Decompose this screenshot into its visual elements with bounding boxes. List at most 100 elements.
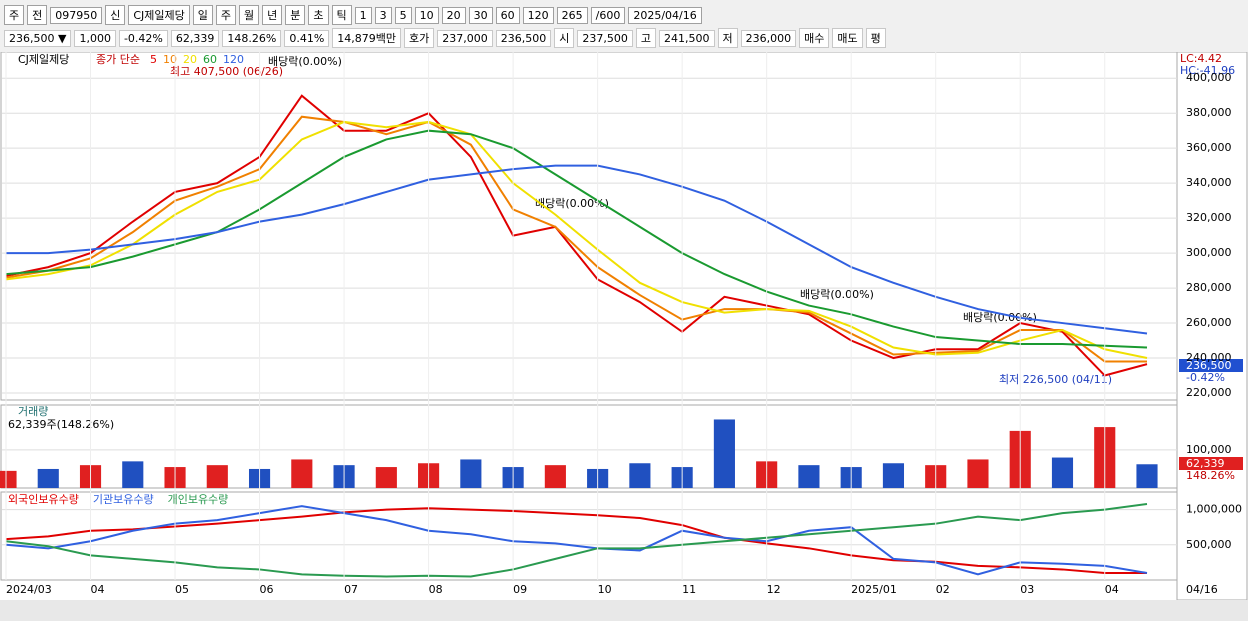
toolbar: 주 전 097950 신 CJ제일제당 일 주 월 년 분 초 틱 1 3 5 10 20 30 60 120 265/… bbox=[4, 5, 1244, 25]
x-tick-label: 2024/03 bbox=[6, 583, 52, 596]
x-tick-label: 2025/01 bbox=[851, 583, 897, 596]
volume-bar bbox=[544, 465, 566, 488]
volume-bar bbox=[37, 468, 59, 488]
toolbar-item[interactable]: 10 bbox=[414, 6, 439, 24]
toolbar-item[interactable]: 236,500 ▼ bbox=[4, 29, 72, 47]
toolbar-item[interactable]: 시 bbox=[554, 28, 575, 48]
toolbar-item[interactable]: CJ제일제당 bbox=[128, 5, 190, 25]
quote-bar: 236,500 ▼ 1,000 -0.42% 62,339 148.26% 0.41% 14… bbox=[4, 28, 1244, 48]
x-tick-label: 02 bbox=[936, 583, 950, 596]
volume-change: 148.26% bbox=[1186, 469, 1235, 482]
div-label: 배당락(0.00%) bbox=[268, 55, 342, 68]
toolbar-item[interactable]: 237,000 bbox=[437, 29, 493, 47]
toolbar-item[interactable]: 저 bbox=[717, 28, 738, 48]
legend-entry: 120 bbox=[223, 53, 244, 66]
volume-bar bbox=[798, 465, 820, 488]
low-label: 최저 226,500 (04/11) bbox=[999, 373, 1112, 386]
series-line bbox=[5, 505, 1148, 576]
legend-entry: 5 bbox=[150, 53, 157, 66]
lc-label: LC:4.42 bbox=[1180, 52, 1222, 65]
series-line bbox=[5, 120, 1148, 360]
x-end-label: 04/16 bbox=[1186, 583, 1218, 596]
toolbar-item[interactable]: 1 bbox=[354, 6, 372, 24]
toolbar-item[interactable]: 년 bbox=[262, 5, 283, 25]
legend-entry: 기관보유수량 bbox=[93, 493, 154, 506]
x-tick-label: 12 bbox=[767, 583, 781, 596]
volume-title: 거래량 bbox=[18, 405, 48, 418]
y-tick-label: 360,000 bbox=[1186, 141, 1232, 154]
x-tick-label: 08 bbox=[429, 583, 443, 596]
toolbar-item[interactable]: 초 bbox=[308, 5, 329, 25]
volume-bar bbox=[375, 467, 397, 488]
toolbar-item[interactable]: 3 bbox=[374, 6, 392, 24]
series-line bbox=[6, 164, 1148, 335]
toolbar-item[interactable]: 236,500 bbox=[495, 29, 552, 47]
toolbar-item[interactable]: 분 bbox=[285, 5, 306, 25]
toolbar-item[interactable]: 틱 bbox=[331, 5, 352, 25]
toolbar-item[interactable]: 120 bbox=[522, 6, 554, 24]
toolbar-item[interactable]: 60 bbox=[495, 6, 520, 24]
toolbar-item[interactable]: 신 bbox=[105, 5, 126, 25]
y-tick-label: 1,000,000 bbox=[1186, 503, 1242, 516]
toolbar-item[interactable]: 241,500 bbox=[659, 29, 715, 47]
toolbar-item[interactable]: 매도 bbox=[832, 28, 863, 48]
series-line bbox=[5, 507, 1147, 574]
toolbar-item[interactable]: 평 bbox=[865, 28, 886, 48]
series-line bbox=[5, 94, 1148, 377]
toolbar-item[interactable]: 148.26% bbox=[222, 29, 282, 47]
toolbar-item[interactable]: 265 bbox=[556, 6, 588, 24]
toolbar-item[interactable]: 1,000 bbox=[74, 29, 116, 47]
x-tick-label: 10 bbox=[598, 583, 612, 596]
series-line bbox=[5, 502, 1148, 578]
toolbar-item[interactable]: 2025/04/16 bbox=[628, 6, 702, 24]
last-volume: 62,339 bbox=[1186, 457, 1225, 470]
y-tick-label: 240,000 bbox=[1186, 351, 1232, 364]
stock-name: CJ제일제당 bbox=[18, 52, 69, 66]
toolbar-item[interactable]: 20 bbox=[441, 6, 466, 24]
toolbar-item[interactable]: 5 bbox=[394, 6, 412, 24]
toolbar-item[interactable]: -0.42% bbox=[118, 29, 168, 47]
volume-bar bbox=[882, 463, 905, 488]
y-tick-label: 100,000 bbox=[1186, 443, 1232, 456]
legend-entry: 10 bbox=[163, 53, 177, 66]
volume-bar bbox=[967, 459, 989, 488]
toolbar-item[interactable]: 고 bbox=[635, 28, 657, 48]
axis-area bbox=[1176, 52, 1248, 601]
y-tick-label: 380,000 bbox=[1186, 106, 1232, 119]
toolbar-item[interactable]: /600 bbox=[590, 6, 626, 24]
volume-bar bbox=[713, 419, 735, 488]
div-label: 배당락(0.00%) bbox=[963, 311, 1037, 324]
toolbar-item[interactable]: 097950 bbox=[50, 6, 103, 24]
y-tick-label: 400,000 bbox=[1186, 71, 1232, 84]
last-volume-box bbox=[1179, 457, 1243, 470]
volume-bar bbox=[0, 470, 17, 488]
y-tick-label: 260,000 bbox=[1186, 316, 1232, 329]
y-tick-label: 340,000 bbox=[1186, 176, 1232, 189]
toolbar-item[interactable]: 14,879백만 bbox=[332, 28, 402, 48]
legend-entry: 60 bbox=[203, 53, 217, 66]
toolbar-item[interactable]: 주 bbox=[4, 5, 25, 25]
toolbar-item[interactable]: 전 bbox=[27, 5, 48, 25]
toolbar-item[interactable]: 236,000 bbox=[740, 29, 797, 47]
y-tick-label: 280,000 bbox=[1186, 281, 1232, 294]
y-tick-label: 220,000 bbox=[1186, 386, 1232, 399]
toolbar-item[interactable]: 237,500 bbox=[577, 29, 633, 47]
toolbar-item[interactable]: 월 bbox=[239, 5, 260, 25]
last-change: -0.42% bbox=[1186, 371, 1225, 384]
volume-bar bbox=[460, 459, 482, 488]
toolbar-item[interactable]: 주 bbox=[215, 5, 237, 25]
pane bbox=[0, 491, 1178, 581]
toolbar-item[interactable]: 매수 bbox=[799, 28, 830, 48]
scrollbar[interactable] bbox=[0, 600, 1248, 621]
toolbar-item[interactable]: 62,339 bbox=[170, 29, 220, 47]
volume-bar bbox=[1051, 457, 1074, 488]
ma-label: 종가 단순 bbox=[96, 53, 140, 66]
x-tick-label: 05 bbox=[175, 583, 189, 596]
toolbar-item[interactable]: 0.41% bbox=[284, 29, 330, 47]
toolbar-item[interactable]: 30 bbox=[468, 6, 493, 24]
pane bbox=[0, 52, 1178, 401]
div-label: 배당락(0.00%) bbox=[800, 288, 874, 301]
toolbar-item[interactable]: 일 bbox=[192, 5, 213, 25]
toolbar-item[interactable]: 호가 bbox=[404, 28, 435, 48]
